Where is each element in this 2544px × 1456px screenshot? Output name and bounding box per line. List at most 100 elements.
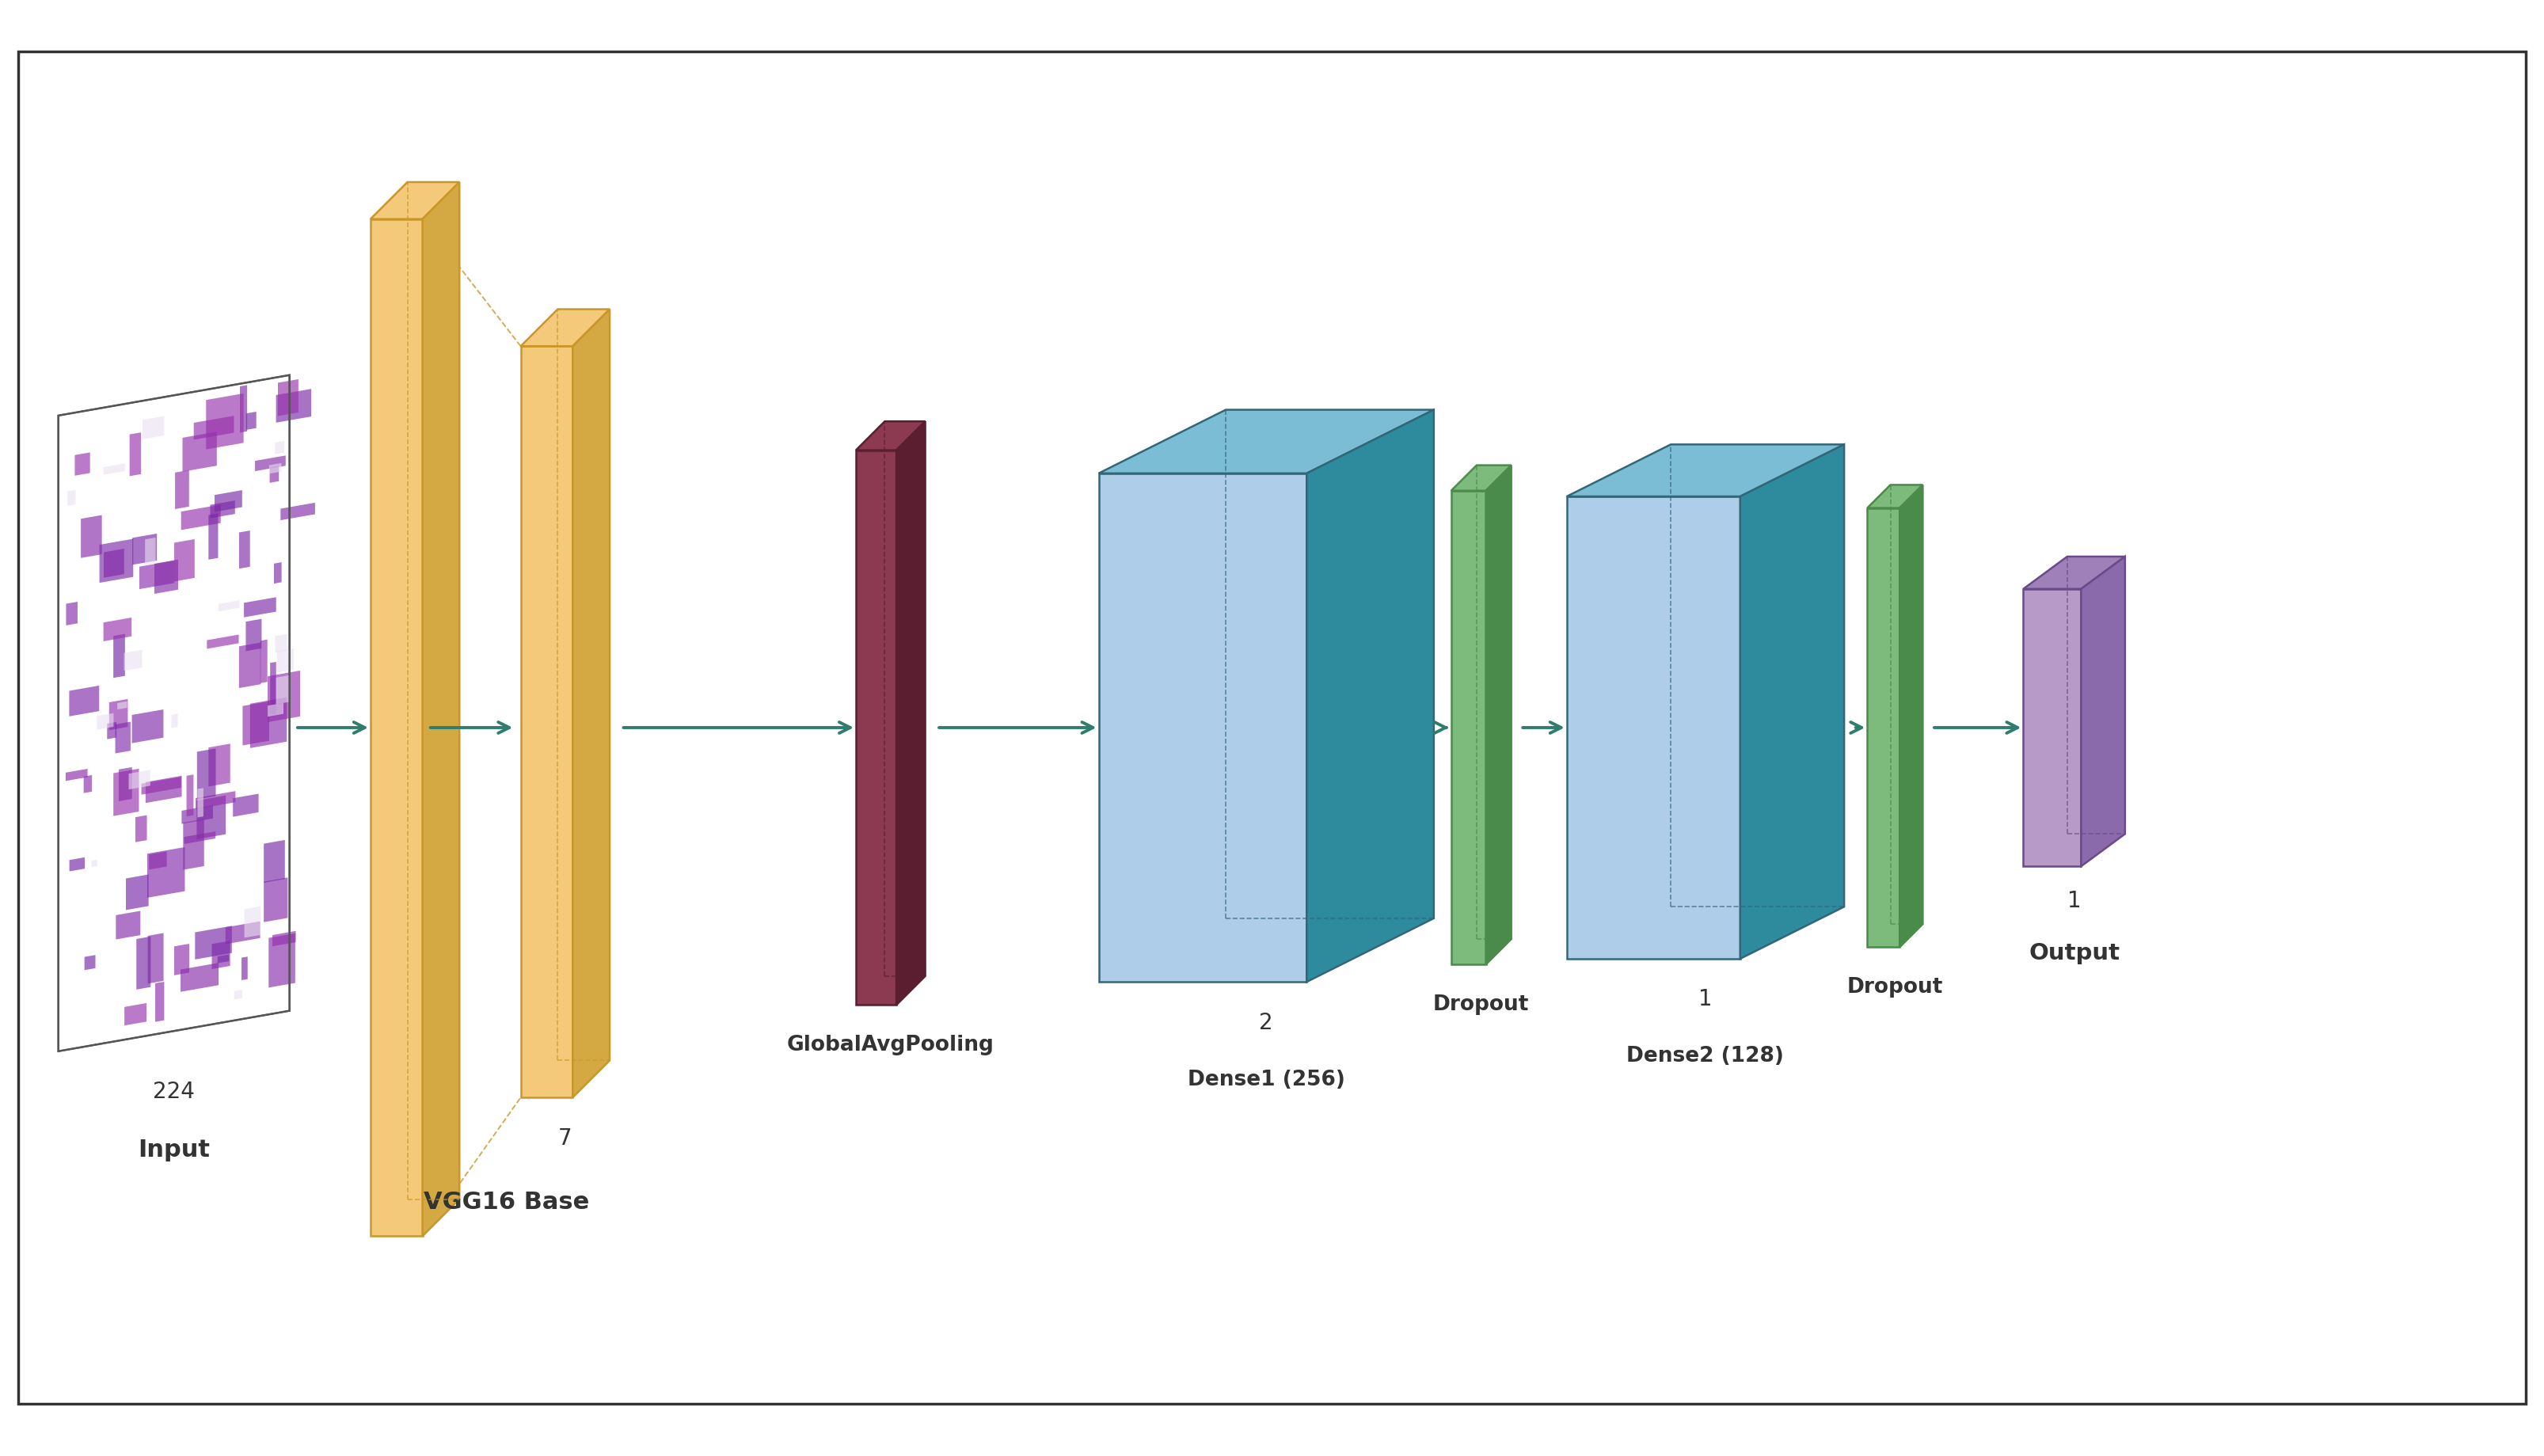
Text: GlobalAvgPooling: GlobalAvgPooling	[786, 1034, 995, 1054]
Polygon shape	[193, 416, 234, 440]
Polygon shape	[1486, 466, 1511, 965]
Polygon shape	[277, 380, 298, 416]
Polygon shape	[270, 463, 282, 475]
Polygon shape	[371, 220, 422, 1236]
Polygon shape	[145, 539, 155, 565]
Polygon shape	[1308, 411, 1435, 983]
Polygon shape	[69, 686, 99, 716]
Polygon shape	[895, 422, 926, 1005]
Polygon shape	[2022, 590, 2081, 866]
Polygon shape	[1450, 466, 1511, 491]
Polygon shape	[173, 943, 188, 976]
Polygon shape	[104, 464, 125, 475]
Text: Output: Output	[2028, 942, 2119, 964]
Polygon shape	[130, 770, 150, 789]
Polygon shape	[234, 990, 242, 1000]
Polygon shape	[244, 597, 277, 617]
Text: Input: Input	[137, 1139, 211, 1160]
Polygon shape	[183, 432, 216, 472]
Polygon shape	[92, 860, 97, 868]
Polygon shape	[259, 641, 267, 683]
Polygon shape	[209, 514, 219, 561]
Polygon shape	[104, 549, 125, 578]
Polygon shape	[219, 601, 239, 612]
Polygon shape	[145, 776, 181, 804]
Text: 224: 224	[153, 1080, 196, 1102]
Polygon shape	[66, 603, 76, 626]
Polygon shape	[211, 941, 229, 970]
Polygon shape	[198, 788, 204, 818]
Polygon shape	[1567, 496, 1740, 960]
Polygon shape	[2022, 558, 2124, 590]
Polygon shape	[181, 505, 221, 530]
Text: 7: 7	[557, 1127, 572, 1149]
Polygon shape	[66, 769, 86, 782]
Polygon shape	[74, 453, 89, 476]
Polygon shape	[1900, 485, 1923, 948]
Polygon shape	[107, 722, 117, 740]
Polygon shape	[239, 386, 247, 434]
Polygon shape	[150, 852, 168, 871]
Polygon shape	[196, 792, 237, 810]
Polygon shape	[1450, 491, 1486, 965]
Polygon shape	[275, 441, 285, 454]
Polygon shape	[242, 957, 247, 980]
Polygon shape	[270, 662, 277, 715]
Polygon shape	[522, 310, 611, 347]
Polygon shape	[125, 1003, 148, 1025]
Polygon shape	[219, 955, 229, 964]
Polygon shape	[176, 470, 188, 510]
Text: Dense1 (256): Dense1 (256)	[1188, 1069, 1346, 1089]
Polygon shape	[239, 531, 249, 569]
Polygon shape	[1099, 411, 1435, 473]
Polygon shape	[132, 711, 163, 744]
Polygon shape	[117, 911, 140, 939]
Text: 1: 1	[1699, 989, 1712, 1010]
Polygon shape	[572, 310, 611, 1098]
Polygon shape	[99, 539, 132, 584]
Polygon shape	[247, 412, 257, 431]
Polygon shape	[183, 831, 216, 844]
Polygon shape	[371, 183, 460, 220]
Polygon shape	[242, 702, 270, 745]
Polygon shape	[265, 840, 285, 882]
Polygon shape	[1867, 508, 1900, 948]
Polygon shape	[120, 767, 132, 802]
Polygon shape	[132, 534, 158, 565]
Polygon shape	[206, 635, 239, 649]
Polygon shape	[270, 933, 295, 987]
Polygon shape	[267, 703, 282, 716]
Text: 2: 2	[1259, 1010, 1272, 1034]
Polygon shape	[84, 776, 92, 794]
Polygon shape	[173, 540, 196, 582]
Polygon shape	[117, 702, 127, 711]
Text: Dropout: Dropout	[1847, 977, 1944, 997]
Polygon shape	[59, 376, 290, 1051]
Polygon shape	[155, 561, 178, 594]
Polygon shape	[214, 491, 242, 513]
Polygon shape	[267, 671, 300, 722]
Polygon shape	[1867, 485, 1923, 508]
Polygon shape	[247, 619, 262, 652]
Polygon shape	[114, 722, 130, 754]
Polygon shape	[211, 501, 234, 518]
Polygon shape	[81, 515, 102, 559]
Polygon shape	[277, 649, 293, 673]
Polygon shape	[196, 796, 226, 840]
Polygon shape	[855, 422, 926, 451]
Polygon shape	[109, 699, 127, 731]
Polygon shape	[196, 748, 216, 799]
Polygon shape	[142, 778, 181, 795]
Polygon shape	[522, 347, 572, 1098]
Polygon shape	[196, 926, 232, 960]
Polygon shape	[140, 561, 173, 590]
Polygon shape	[142, 416, 165, 440]
Polygon shape	[277, 389, 310, 424]
Polygon shape	[239, 644, 262, 689]
Polygon shape	[275, 562, 282, 584]
Polygon shape	[148, 933, 163, 984]
Polygon shape	[137, 936, 150, 990]
Polygon shape	[1740, 446, 1844, 960]
Polygon shape	[69, 858, 84, 872]
Polygon shape	[114, 769, 140, 817]
